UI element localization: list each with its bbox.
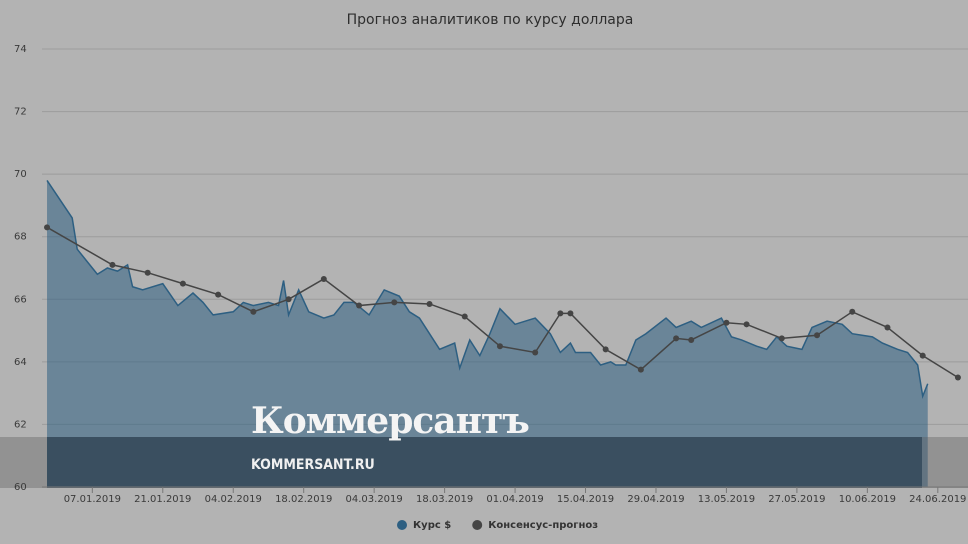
- marker: [320, 275, 327, 282]
- x-tick-label: 07.01.2019: [64, 494, 121, 505]
- area: [47, 180, 928, 487]
- marker: [44, 224, 51, 231]
- y-tick-label: 68: [14, 232, 27, 243]
- marker: [144, 269, 151, 276]
- y-tick-label: 70: [14, 169, 27, 180]
- plot: [44, 179, 961, 487]
- axes: 60 62 64 66 68 70 72 74 07.01.2019 21.01.2019 04.0…: [14, 44, 968, 505]
- marker: [688, 336, 695, 343]
- line: [46, 226, 959, 379]
- x-tick-label: 01.04.2019: [486, 494, 543, 505]
- marker: [391, 299, 398, 306]
- chart-title: Прогноз аналитиков по курсу доллара: [347, 12, 634, 28]
- marker: [814, 332, 821, 339]
- marker: [215, 291, 222, 298]
- marker: [778, 335, 785, 342]
- marker: [557, 310, 564, 317]
- legend: Курс $ Консенсус-прогноз: [397, 520, 598, 531]
- marker: [250, 308, 257, 315]
- y-tick-label: 74: [14, 44, 27, 55]
- marker: [285, 296, 292, 303]
- x-tick-label: 29.04.2019: [627, 494, 684, 505]
- x-tick-label: 24.06.2019: [909, 494, 966, 505]
- watermark-logo: Коммерсантъ: [251, 400, 529, 442]
- marker: [849, 308, 856, 315]
- marker: [109, 261, 116, 268]
- marker: [637, 366, 644, 373]
- y-tick-label: 62: [14, 419, 27, 430]
- marker: [179, 280, 186, 287]
- marker: [567, 310, 574, 317]
- area-line: [46, 179, 929, 400]
- x-tick-label: 15.04.2019: [557, 494, 614, 505]
- y-tick-label: 60: [14, 482, 27, 493]
- marker: [602, 346, 609, 353]
- marker: [673, 335, 680, 342]
- marker: [954, 374, 961, 381]
- legend-label: Консенсус-прогноз: [488, 520, 598, 531]
- marker: [461, 313, 468, 320]
- x-tick-label: 13.05.2019: [698, 494, 755, 505]
- x-tick-label: 04.02.2019: [205, 494, 262, 505]
- legend-marker: [397, 520, 407, 530]
- x-tick-label: 10.06.2019: [839, 494, 896, 505]
- marker: [723, 319, 730, 326]
- y-tick-label: 66: [14, 294, 27, 305]
- marker: [919, 352, 926, 359]
- marker: [356, 302, 363, 309]
- watermark-band-edge: [0, 437, 47, 488]
- marker: [532, 349, 539, 356]
- legend-marker: [472, 520, 483, 530]
- marker: [496, 343, 503, 350]
- watermark-band-edge: [922, 437, 968, 488]
- x-tick-label: 21.01.2019: [134, 494, 191, 505]
- watermark-site: KOMMERSANT.RU: [251, 457, 375, 473]
- y-tick-label: 72: [14, 107, 27, 118]
- x-tick-label: 18.03.2019: [416, 494, 473, 505]
- marker: [743, 321, 750, 328]
- x-tick-label: 27.05.2019: [768, 494, 825, 505]
- x-tick-label: 04.03.2019: [346, 494, 403, 505]
- marker: [426, 300, 433, 307]
- x-tick-label: 18.02.2019: [275, 494, 332, 505]
- marker: [884, 324, 891, 331]
- legend-label: Курс $: [413, 520, 451, 531]
- watermark-band: [47, 437, 922, 488]
- y-tick-label: 64: [14, 357, 27, 368]
